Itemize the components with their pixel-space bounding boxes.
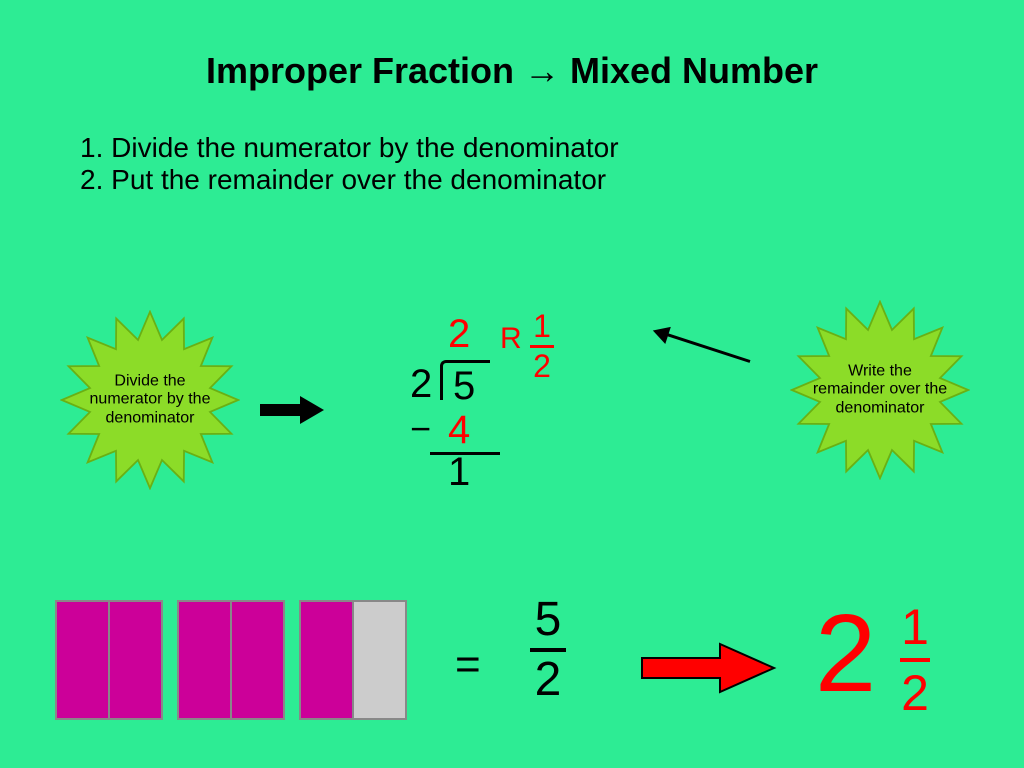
box-half [178,601,231,719]
equals-sign: = [455,640,481,690]
remainder-fraction-num: 1 [530,308,554,345]
fraction-denominator: 2 [530,656,566,704]
arrow-red-icon [640,640,760,676]
arrow-black-icon [260,400,330,420]
box-half [231,601,284,719]
step-1: Divide the numerator by the denominator [50,132,1024,164]
mixed-fraction-num: 1 [900,598,930,656]
callout-right-label: Write the remainder over the denominator [810,362,950,417]
page-title: Improper Fraction → Mixed Number [0,0,1024,92]
box-half [109,601,162,719]
divisor: 2 [410,362,432,407]
box-half [353,601,406,719]
improper-fraction: 5 2 [530,596,566,704]
mixed-whole: 2 [815,590,876,717]
box-half [56,601,109,719]
arrow-pointer-icon [664,332,751,363]
fraction-bar-icon [530,648,566,652]
remainder-fraction: 1 2 [530,308,554,385]
box-pair [299,600,407,720]
callout-right-burst: Write the remainder over the denominator [790,300,970,480]
minus-sign: − [410,408,431,450]
final-remainder: 1 [448,450,470,495]
mixed-fraction: 1 2 [900,598,930,722]
callout-left-label: Divide the numerator by the denominator [80,372,220,427]
box-half [300,601,353,719]
quotient: 2 [448,312,470,357]
box-pair [177,600,285,720]
remainder-letter: R [500,322,522,356]
callout-left-burst: Divide the numerator by the denominator [60,310,240,490]
box-pair [55,600,163,720]
dividend: 5 [440,360,490,400]
remainder-fraction-den: 2 [530,348,554,385]
steps-list: Divide the numerator by the denominator … [0,92,1024,196]
subtraction-step: 4 [448,408,470,453]
mixed-fraction-den: 2 [900,664,930,722]
step-2: Put the remainder over the denominator [50,164,1024,196]
fraction-boxes [55,600,407,720]
fraction-bar-icon [900,658,930,662]
fraction-numerator: 5 [530,596,566,644]
